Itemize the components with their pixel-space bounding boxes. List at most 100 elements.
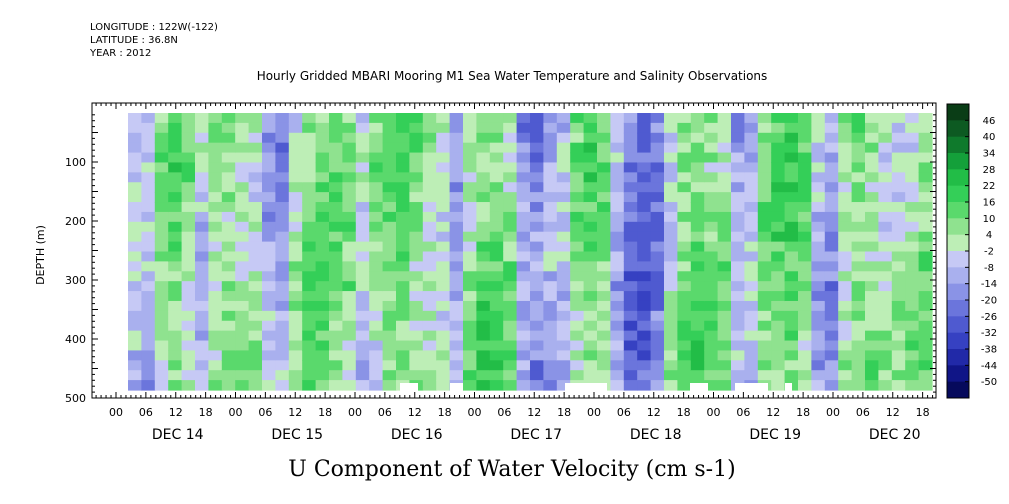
heatmap-cell bbox=[128, 271, 142, 282]
heatmap-cell bbox=[128, 320, 142, 332]
heatmap-cell bbox=[784, 202, 799, 213]
heatmap-cell bbox=[476, 340, 491, 352]
colorbar-swatch bbox=[947, 283, 969, 301]
heatmap-cell bbox=[851, 340, 866, 352]
heatmap-cell bbox=[396, 300, 410, 312]
heatmap-cell bbox=[824, 310, 839, 322]
heatmap-cell bbox=[824, 281, 839, 292]
heatmap-cell bbox=[731, 202, 745, 213]
heatmap-cell bbox=[168, 310, 183, 322]
heatmap-cell bbox=[865, 211, 879, 223]
heatmap-cell bbox=[235, 350, 250, 361]
heatmap-cell bbox=[154, 221, 169, 233]
heatmap-cell bbox=[664, 261, 678, 272]
heatmap-cell bbox=[784, 221, 799, 233]
heatmap-cell bbox=[556, 113, 571, 124]
heatmap-cell bbox=[610, 251, 625, 262]
heatmap-cell bbox=[637, 300, 652, 312]
heatmap-cell bbox=[757, 152, 772, 164]
heatmap-cell bbox=[396, 281, 410, 292]
heatmap-cell bbox=[369, 192, 384, 203]
heatmap-cell bbox=[811, 310, 826, 322]
colorbar-label: -14 bbox=[981, 279, 997, 290]
heatmap-cell bbox=[288, 202, 303, 213]
heatmap-cell bbox=[570, 310, 585, 322]
heatmap-cell bbox=[731, 320, 745, 332]
heatmap-cell bbox=[369, 281, 384, 292]
heatmap-cell bbox=[476, 330, 491, 342]
heatmap-cell bbox=[744, 370, 759, 381]
heatmap-cell bbox=[650, 241, 665, 253]
heatmap-cell bbox=[476, 211, 491, 223]
heatmap-cell bbox=[878, 172, 893, 183]
heatmap-cell bbox=[677, 152, 692, 164]
heatmap-cell bbox=[798, 142, 812, 154]
heatmap-cell bbox=[704, 360, 719, 371]
heatmap-cell bbox=[851, 202, 866, 213]
missing-data-gap bbox=[400, 383, 418, 391]
heatmap-cell bbox=[141, 241, 156, 253]
heatmap-cell bbox=[128, 380, 142, 391]
heatmap-cell bbox=[235, 291, 250, 302]
heatmap-cell bbox=[717, 340, 732, 352]
heatmap-cell bbox=[891, 330, 906, 342]
heatmap-cell bbox=[181, 360, 196, 371]
heatmap-cell bbox=[543, 291, 558, 302]
heatmap-cell bbox=[583, 192, 598, 203]
heatmap-cell bbox=[342, 202, 357, 213]
y-axis-label: DEPTH (m) bbox=[34, 225, 47, 285]
heatmap-cell bbox=[583, 310, 598, 322]
heatmap-cell bbox=[422, 152, 437, 164]
heatmap-cell bbox=[851, 330, 866, 342]
heatmap-cell bbox=[690, 142, 705, 154]
heatmap-cell bbox=[262, 370, 276, 381]
heatmap-cell bbox=[516, 211, 531, 223]
heatmap-cell bbox=[865, 122, 879, 134]
heatmap-cell bbox=[409, 350, 424, 361]
heatmap-cell bbox=[530, 271, 544, 282]
heatmap-cell bbox=[771, 370, 786, 381]
heatmap-cell bbox=[556, 350, 571, 361]
heatmap-cell bbox=[463, 172, 477, 183]
heatmap-cell bbox=[757, 142, 772, 154]
heatmap-cell bbox=[449, 132, 464, 144]
colorbar-label: -2 bbox=[984, 247, 994, 258]
heatmap-cell bbox=[543, 152, 558, 164]
heatmap-cell bbox=[570, 261, 585, 272]
x-hour-tick-label: 00 bbox=[468, 406, 482, 419]
heatmap-cell bbox=[369, 142, 384, 154]
heatmap-cell bbox=[838, 152, 853, 164]
heatmap-cell bbox=[530, 380, 544, 391]
heatmap-cell bbox=[221, 261, 236, 272]
heatmap-cell bbox=[865, 340, 879, 352]
heatmap-cell bbox=[650, 132, 665, 144]
heatmap-cell bbox=[288, 113, 303, 124]
heatmap-cell bbox=[784, 370, 799, 381]
heatmap-cell bbox=[570, 360, 585, 371]
heatmap-cell bbox=[141, 211, 156, 223]
heatmap-cell bbox=[181, 241, 196, 253]
heatmap-cell bbox=[677, 291, 692, 302]
heatmap-cell bbox=[476, 320, 491, 332]
heatmap-cell bbox=[382, 152, 397, 164]
heatmap-cell bbox=[583, 122, 598, 134]
heatmap-cell bbox=[128, 300, 142, 312]
heatmap-cell bbox=[463, 330, 477, 342]
heatmap-cell bbox=[396, 261, 410, 272]
heatmap-cell bbox=[476, 350, 491, 361]
heatmap-cell bbox=[168, 221, 183, 233]
x-hour-tick-label: 06 bbox=[378, 406, 392, 419]
heatmap-cell bbox=[664, 370, 678, 381]
heatmap-cell bbox=[704, 370, 719, 381]
heatmap-cell bbox=[208, 132, 223, 144]
heatmap-cell bbox=[811, 162, 826, 173]
heatmap-cell bbox=[637, 350, 652, 361]
heatmap-cell bbox=[302, 162, 317, 173]
heatmap-cell bbox=[811, 271, 826, 282]
colorbar-swatch bbox=[947, 251, 969, 268]
heatmap-cell bbox=[369, 182, 384, 193]
heatmap-cell bbox=[503, 310, 518, 322]
heatmap-cell bbox=[489, 380, 504, 391]
heatmap-cell bbox=[851, 291, 866, 302]
heatmap-cell bbox=[409, 291, 424, 302]
